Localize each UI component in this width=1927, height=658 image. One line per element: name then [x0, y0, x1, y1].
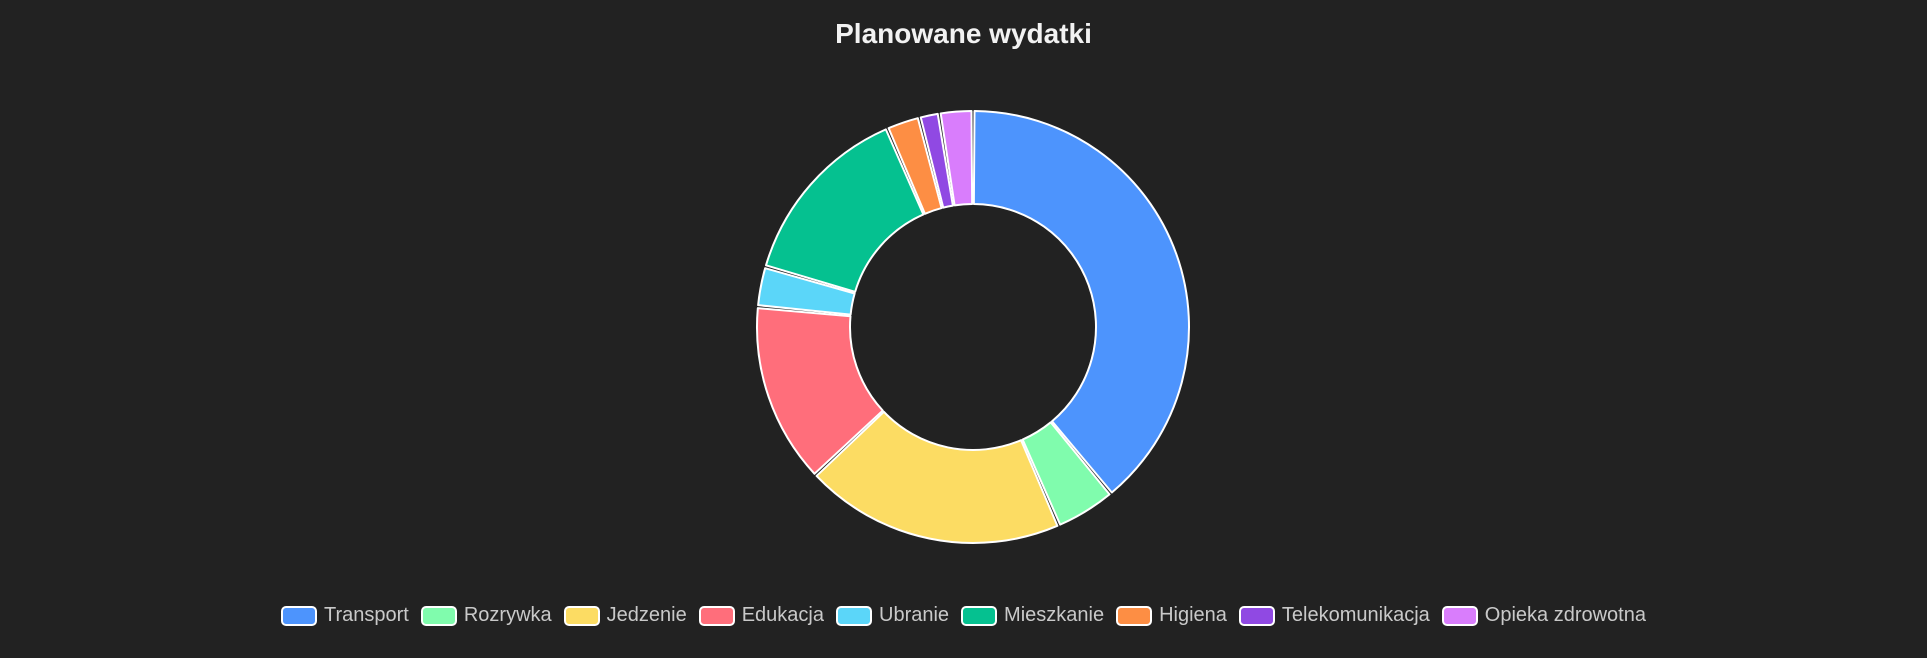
slice-jedzenie[interactable]	[815, 410, 1059, 544]
legend-label: Telekomunikacja	[1281, 604, 1430, 626]
legend-item-telekomunikacja[interactable]: Telekomunikacja	[1238, 604, 1430, 627]
legend-item-jedzenie[interactable]: Jedzenie	[563, 604, 687, 627]
slice-edukacja[interactable]	[756, 307, 884, 475]
chart-legend: Transport Rozrywka Jedzenie Edukacja Ubranie…	[0, 604, 1927, 627]
chart-title: Planowane wydatki	[835, 18, 1092, 49]
legend-item-edukacja[interactable]: Edukacja	[698, 604, 824, 627]
legend-label: Mieszkanie	[1004, 604, 1105, 626]
legend-item-higiena[interactable]: Higiena	[1116, 604, 1227, 627]
legend-swatch	[961, 605, 998, 626]
legend-label: Rozrywka	[463, 604, 552, 626]
legend-swatch	[836, 605, 872, 626]
legend-item-ubranie[interactable]: Ubranie	[836, 604, 949, 627]
legend-label: Jedzenie	[606, 604, 687, 626]
legend-swatch	[281, 605, 318, 626]
slice-rozrywka[interactable]	[1021, 421, 1111, 526]
legend-label: Edukacja	[741, 604, 824, 626]
legend-label: Ubranie	[879, 604, 950, 626]
legend-swatch	[1238, 605, 1275, 626]
donut-chart	[756, 110, 1190, 544]
legend-label: Transport	[324, 604, 409, 626]
slice-higiena[interactable]	[887, 117, 943, 215]
legend-swatch	[1116, 605, 1153, 626]
slice-telekomunikacja[interactable]	[919, 112, 954, 209]
legend-swatch	[1441, 605, 1478, 626]
legend-swatch	[698, 605, 735, 626]
legend-swatch	[420, 605, 457, 626]
legend-item-rozrywka[interactable]: Rozrywka	[420, 604, 552, 627]
slice-transport[interactable]	[972, 110, 1190, 494]
legend-item-transport[interactable]: Transport	[281, 604, 409, 627]
legend-item-mieszkanie[interactable]: Mieszkanie	[961, 604, 1104, 627]
slice-mieszkanie[interactable]	[765, 128, 925, 293]
legend-label: Opieka zdrowotna	[1484, 604, 1646, 626]
legend-item-opieka-zdrowotna[interactable]: Opieka zdrowotna	[1441, 604, 1646, 627]
slice-opieka-zdrowotna[interactable]	[939, 110, 974, 207]
legend-label: Higiena	[1159, 604, 1227, 626]
legend-swatch	[563, 605, 600, 626]
slice-ubranie[interactable]	[757, 267, 856, 316]
